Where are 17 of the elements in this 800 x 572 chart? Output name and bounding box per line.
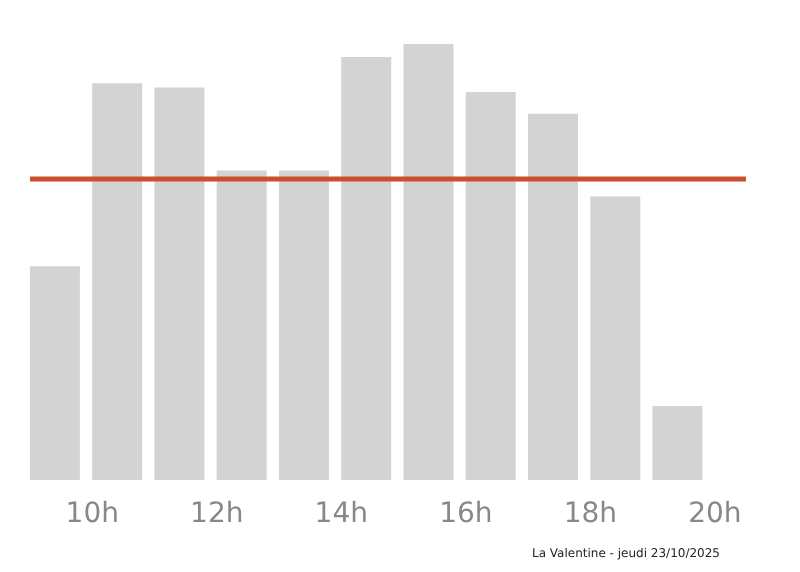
x-tick-label: 16h [439, 498, 493, 530]
x-tick-label: 20h [688, 498, 742, 530]
bar [590, 196, 641, 480]
bar [278, 170, 329, 480]
bar [154, 87, 205, 480]
bar [652, 405, 703, 480]
x-tick-label: 18h [563, 498, 618, 530]
x-tick-label: 12h [190, 498, 244, 530]
bar [465, 91, 516, 480]
bar [216, 170, 267, 480]
bar [403, 44, 454, 480]
bar [92, 83, 143, 480]
bar [341, 57, 392, 480]
x-tick-label: 10h [65, 498, 119, 530]
bar [29, 266, 80, 480]
x-tick-label: 14h [314, 498, 368, 530]
bar [527, 113, 578, 480]
